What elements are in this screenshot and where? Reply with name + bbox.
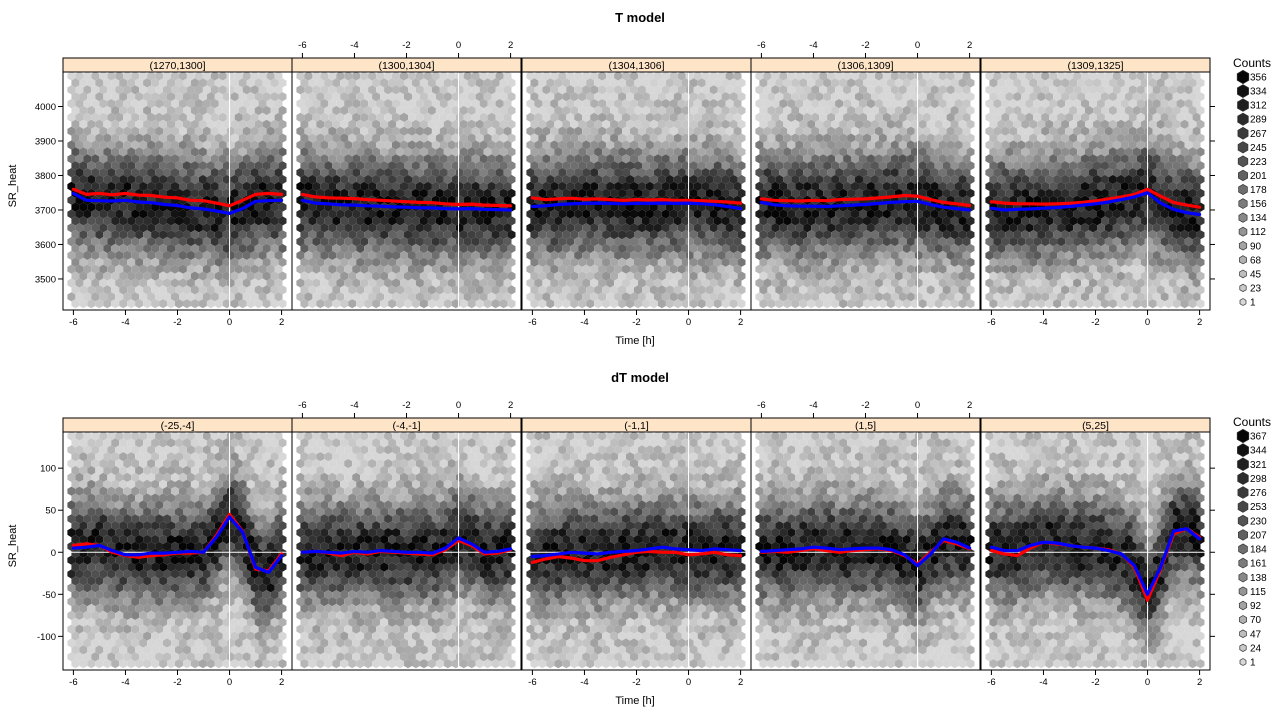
x-tick-label: -4	[121, 317, 129, 328]
x-tick-label: -6	[69, 317, 77, 328]
strip-label: (1304,1306]	[608, 60, 664, 72]
hexbin-layer	[67, 431, 286, 668]
x-tick-label: -2	[173, 317, 181, 328]
x-tick-label: -2	[1091, 317, 1099, 328]
legend-label: 1	[1250, 298, 1256, 309]
legend-hex-icon	[1238, 156, 1248, 167]
x-tick-label: -4	[350, 40, 358, 51]
legend-title-dt-model: Counts	[1233, 415, 1271, 429]
legend-label: 334	[1250, 87, 1267, 98]
x-axis-label-t-model: Time [h]	[615, 335, 654, 347]
strip-label: (1306,1309]	[837, 60, 893, 72]
chart-t-model: (1270,1300] -6 -4 -2 0 2 3500 3600 3700 3800 3900 4…	[35, 40, 1267, 328]
x-tick-label: 0	[1145, 317, 1150, 328]
strip-label: (1270,1300]	[149, 60, 205, 72]
x-tick-label: -6	[528, 317, 536, 328]
legend-label: 45	[1250, 269, 1262, 280]
legend-hex-icon	[1239, 213, 1247, 222]
x-tick-label: 2	[738, 317, 743, 328]
panel: (1306,1309] -6 -4 -2 0 2	[751, 40, 980, 310]
legend-hex-icon	[1239, 184, 1248, 194]
y-tick-label: 3700	[35, 205, 56, 216]
strip-label: (1300,1304]	[378, 60, 434, 72]
plot-layer: (1270,1300] -6 -4 -2 0 2 3500 3600 3700 3800 3900 4…	[35, 40, 1267, 688]
x-tick-label: 2	[967, 40, 972, 51]
hexbin-layer	[296, 71, 515, 308]
legend-label: 356	[1250, 73, 1267, 84]
x-tick-label: 0	[227, 317, 232, 328]
legend-hex-icon	[1237, 85, 1248, 98]
y-tick-label: 3800	[35, 171, 56, 182]
legend-label: 201	[1250, 171, 1267, 182]
legend-label: 23	[1250, 283, 1262, 294]
legend-hex-icon	[1239, 256, 1246, 264]
legend-label: 156	[1250, 199, 1267, 210]
legend-hex-icon	[1238, 170, 1247, 181]
chart-title-dt-model: dT model	[611, 370, 669, 385]
legend-label: 134	[1250, 213, 1267, 224]
legend-title-t-model: Counts	[1233, 56, 1271, 70]
x-tick-label: -6	[987, 317, 995, 328]
panel: (1270,1300] -6 -4 -2 0 2 3500 3600 3700 3800 3900 4…	[35, 58, 292, 328]
y-tick-label: 3500	[35, 274, 56, 285]
legend-hex-icon	[1239, 227, 1247, 236]
panel: (1304,1306] -6 -4 -2 0 2	[522, 58, 751, 328]
legend-hex-icon	[1238, 142, 1248, 153]
legend-hex-icon	[1238, 99, 1249, 112]
x-axis-label-dt-model: Time [h]	[615, 695, 654, 707]
legend-label: 289	[1250, 115, 1267, 126]
legend-hex-icon	[1239, 199, 1247, 209]
x-tick-label: -4	[580, 317, 588, 328]
legend-hex-icon	[1237, 70, 1249, 83]
x-tick-label: -6	[298, 40, 306, 51]
x-tick-label: -2	[861, 40, 869, 51]
x-tick-label: -6	[757, 40, 765, 51]
legend-hex-icon	[1239, 241, 1246, 250]
x-tick-label: 0	[456, 40, 461, 51]
y-tick-label: 4000	[35, 102, 56, 113]
legend-hex-icon	[1240, 299, 1246, 306]
panel: (1309,1325] -6 -4 -2 0 2	[981, 58, 1215, 328]
legend-label: 223	[1250, 157, 1267, 168]
y-tick-label: 3600	[35, 240, 56, 251]
legend-label: 90	[1250, 241, 1262, 252]
x-tick-label: -2	[402, 40, 410, 51]
hexbin-layer	[67, 71, 286, 308]
legend-hex-icon	[1238, 127, 1248, 139]
x-tick-label: -2	[632, 317, 640, 328]
legend-hex-icon	[1238, 113, 1249, 125]
legend-label: 245	[1250, 143, 1267, 154]
x-tick-label: 0	[686, 317, 691, 328]
chart-title-t-model: T model	[615, 10, 665, 25]
hexbin-layer	[985, 71, 1204, 308]
y-tick-label: 3900	[35, 136, 56, 147]
legend-label: 178	[1250, 185, 1267, 196]
y-axis-label-dt-model: SR_heat	[7, 525, 19, 568]
x-tick-label: -4	[1039, 317, 1047, 328]
x-tick-label: 2	[1197, 317, 1202, 328]
x-tick-label: -4	[809, 40, 817, 51]
strip-label: (1309,1325]	[1067, 60, 1123, 72]
legend-hex-icon	[1240, 284, 1246, 291]
x-tick-label: 0	[915, 40, 920, 51]
legend-hex-icon	[1240, 270, 1247, 278]
panel: (1300,1304] -6 -4 -2 0 2	[292, 40, 521, 310]
x-tick-label: 2	[508, 40, 513, 51]
legend-label: 112	[1250, 227, 1266, 238]
legend-label: 267	[1250, 129, 1267, 140]
legend-label: 68	[1250, 255, 1262, 266]
counts-legend: 356 334 312 289 267 245 223 201 178 156 134 112 90 68…	[1237, 70, 1267, 308]
y-axis-label-t-model: SR_heat	[7, 165, 19, 208]
x-tick-label: 2	[279, 317, 284, 328]
hexbin-layer	[755, 71, 974, 308]
hexbin-layer	[526, 71, 745, 308]
legend-label: 312	[1250, 101, 1267, 112]
